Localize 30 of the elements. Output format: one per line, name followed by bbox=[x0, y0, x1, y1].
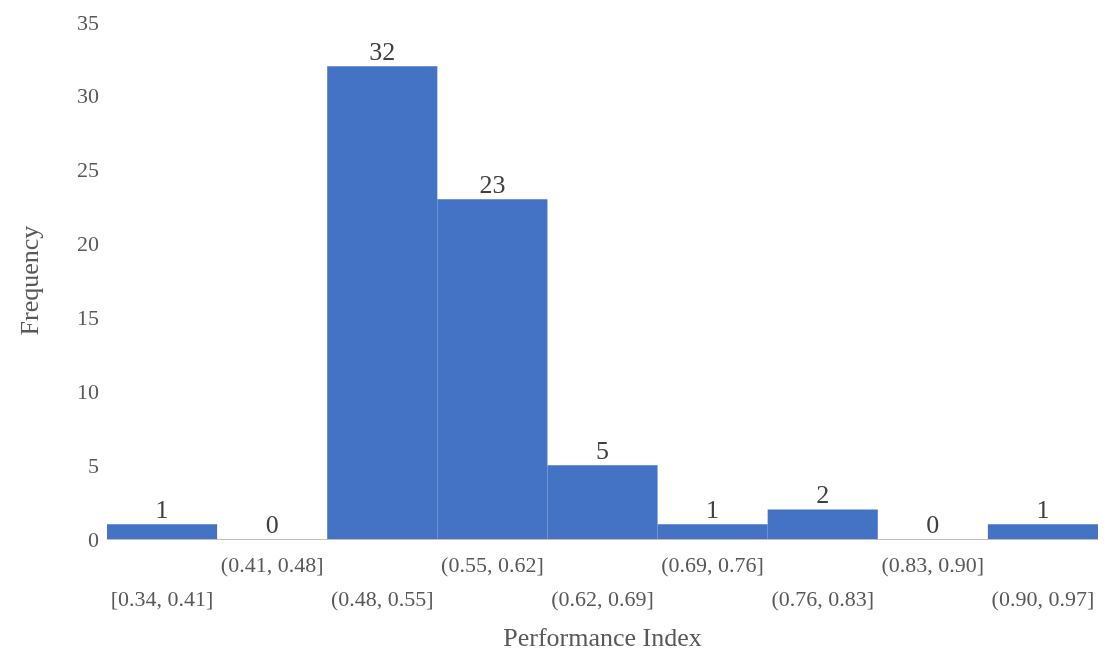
x-tick-label: (0.83, 0.90] bbox=[881, 551, 985, 577]
data-label: 5 bbox=[596, 435, 609, 465]
bar bbox=[987, 524, 1098, 539]
y-tick-label: 30 bbox=[77, 83, 99, 109]
data-label: 1 bbox=[706, 494, 720, 524]
x-tick-label: (0.62, 0.69] bbox=[551, 585, 654, 611]
y-tick-label: 35 bbox=[77, 9, 99, 35]
y-tick-label: 25 bbox=[77, 157, 99, 183]
y-tick-label: 5 bbox=[88, 452, 99, 478]
x-tick-label: [0.34, 0.41] bbox=[110, 585, 214, 611]
y-tick-label: 10 bbox=[77, 378, 99, 404]
data-label: 0 bbox=[926, 509, 940, 539]
data-label: 32 bbox=[369, 36, 396, 66]
x-tick-label: (0.41, 0.48] bbox=[220, 551, 324, 577]
data-label: 0 bbox=[265, 509, 279, 539]
y-tick-label: 0 bbox=[88, 526, 99, 552]
y-tick-label: 20 bbox=[77, 231, 99, 257]
x-tick-label: (0.55, 0.62] bbox=[441, 551, 544, 577]
data-label: 1 bbox=[155, 494, 169, 524]
x-tick-label: (0.48, 0.55] bbox=[330, 585, 434, 611]
x-tick-label: (0.69, 0.76] bbox=[661, 551, 764, 577]
data-label: 23 bbox=[479, 169, 506, 199]
x-axis-title: Performance Index bbox=[503, 622, 702, 652]
data-label: 2 bbox=[816, 479, 830, 509]
bar bbox=[107, 524, 218, 539]
y-axis-title: Frequency bbox=[14, 225, 44, 336]
x-tick-label: (0.76, 0.83] bbox=[771, 585, 875, 611]
y-tick-label: 15 bbox=[77, 304, 99, 330]
x-tick-label: (0.90, 0.97] bbox=[991, 585, 1095, 611]
data-label: 1 bbox=[1036, 494, 1050, 524]
